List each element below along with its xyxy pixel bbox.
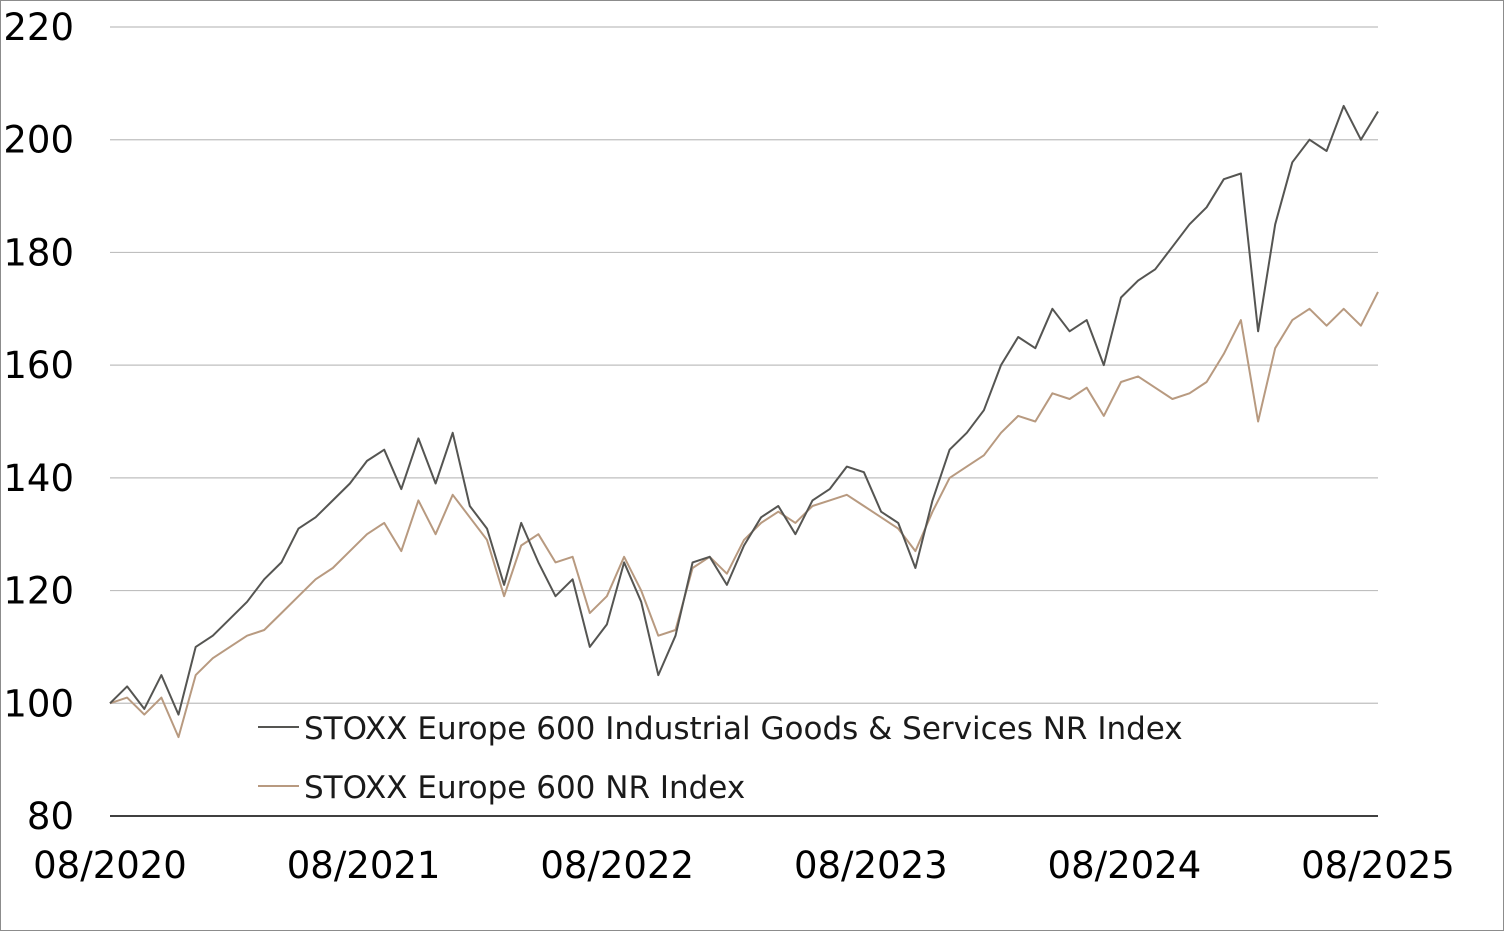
- x-tick-label: 08/2020: [33, 844, 187, 887]
- y-tick-label: 180: [3, 231, 74, 274]
- legend: STOXX Europe 600 Industrial Goods & Serv…: [258, 711, 1183, 806]
- y-tick-label: 100: [3, 682, 74, 725]
- x-tick-label: 08/2022: [540, 844, 694, 887]
- y-tick-label: 200: [3, 119, 74, 162]
- y-tick-label: 140: [3, 457, 74, 500]
- legend-label: STOXX Europe 600 NR Index: [304, 770, 745, 806]
- y-tick-label: 80: [27, 795, 74, 838]
- series-lines: [109, 104, 1379, 739]
- series-line-0: [109, 104, 1379, 716]
- x-tick-label: 08/2024: [1048, 844, 1202, 887]
- x-axis-tick-labels: 08/2020 08/2021 08/2022 08/2023 08/2024 08/20…: [33, 844, 1455, 887]
- y-axis-tick-labels: 80 100 120 140 160 180 200 220: [3, 6, 74, 838]
- y-tick-label: 120: [3, 570, 74, 613]
- x-tick-label: 08/2021: [287, 844, 441, 887]
- x-tick-label: 08/2023: [794, 844, 948, 887]
- y-tick-label: 220: [3, 6, 74, 49]
- legend-label: STOXX Europe 600 Industrial Goods & Serv…: [304, 711, 1183, 747]
- series-line-1: [109, 291, 1379, 739]
- grid-lines: [110, 26, 1378, 704]
- x-tick-label: 08/2025: [1301, 844, 1455, 887]
- y-tick-label: 160: [3, 344, 74, 387]
